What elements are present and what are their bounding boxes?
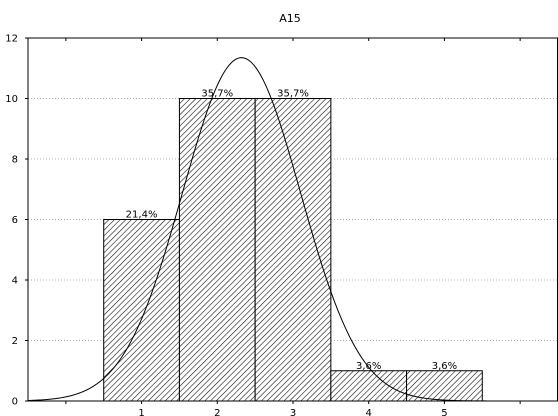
data-labels: 21,4% 35,7% 35,7% 3,6% 3,6% bbox=[126, 89, 457, 372]
bar-5 bbox=[406, 370, 483, 402]
y-tick-label-4: 4 bbox=[12, 276, 18, 287]
chart-title: A15 bbox=[279, 12, 301, 25]
data-label-5: 3,6% bbox=[432, 361, 457, 372]
x-tick-label-2: 2 bbox=[214, 408, 220, 416]
bar-4 bbox=[330, 370, 408, 402]
x-tick-label-1: 1 bbox=[138, 408, 144, 416]
x-tick-label-4: 4 bbox=[366, 408, 372, 416]
bars bbox=[103, 98, 483, 402]
data-label-1: 21,4% bbox=[126, 210, 158, 221]
bar-1 bbox=[103, 219, 180, 402]
x-tick-label-3: 3 bbox=[290, 408, 296, 416]
y-tick-label-2: 2 bbox=[12, 336, 18, 347]
y-tick-label-6: 6 bbox=[12, 215, 18, 226]
y-tick-label-8: 8 bbox=[12, 155, 18, 166]
data-label-3: 35,7% bbox=[277, 89, 309, 100]
y-tick-label-0: 0 bbox=[12, 397, 18, 408]
y-tick-label-12: 12 bbox=[5, 34, 18, 45]
bar-3 bbox=[254, 98, 332, 402]
bar-2 bbox=[178, 98, 256, 402]
data-label-2: 35,7% bbox=[201, 89, 233, 100]
y-tick-label-10: 10 bbox=[5, 94, 18, 105]
data-label-4: 3,6% bbox=[356, 361, 381, 372]
x-tick-label-5: 5 bbox=[441, 408, 447, 416]
